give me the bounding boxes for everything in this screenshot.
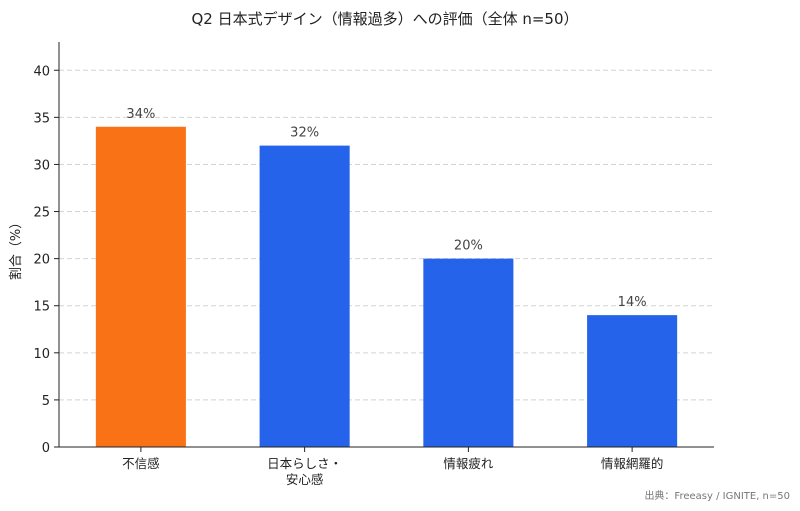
chart-title: Q2 日本式デザイン（情報過多）への評価（全体 n=50） (191, 10, 578, 28)
y-tick-label: 30 (33, 158, 50, 173)
source-note: 出典：Freeasy / IGNITE, n=50 (644, 489, 790, 502)
y-axis-label: 割合（%） (8, 216, 24, 280)
bar (259, 145, 350, 447)
bars (95, 126, 678, 447)
y-tick-label: 0 (42, 441, 50, 456)
x-tick-label: 日本らしさ・ (267, 456, 342, 471)
y-tick-label: 10 (33, 347, 50, 362)
x-tick-label: 安心感 (286, 472, 324, 487)
y-tick-label: 20 (33, 253, 50, 268)
value-label: 34% (126, 107, 155, 122)
x-tick-label: 情報網羅的 (601, 456, 664, 471)
y-tick-label: 5 (42, 394, 50, 409)
x-tick-label: 情報疲れ (443, 456, 494, 471)
bar (423, 258, 514, 447)
x-tick-label: 不信感 (122, 456, 160, 471)
y-axis-ticks: 0 5 10 15 20 25 30 35 40 (33, 64, 59, 456)
y-tick-label: 25 (33, 206, 50, 221)
y-tick-label: 40 (33, 64, 50, 79)
bar (95, 126, 186, 447)
value-labels: 34% 32% 20% 14% (126, 107, 646, 310)
y-tick-label: 15 (33, 300, 50, 315)
bar (587, 315, 678, 447)
value-label: 32% (290, 126, 319, 141)
value-label: 20% (454, 239, 483, 254)
value-label: 14% (618, 295, 647, 310)
y-tick-label: 35 (33, 111, 50, 126)
x-axis-ticks: 不信感 日本らしさ・安心感 情報疲れ 情報網羅的 (122, 447, 663, 487)
